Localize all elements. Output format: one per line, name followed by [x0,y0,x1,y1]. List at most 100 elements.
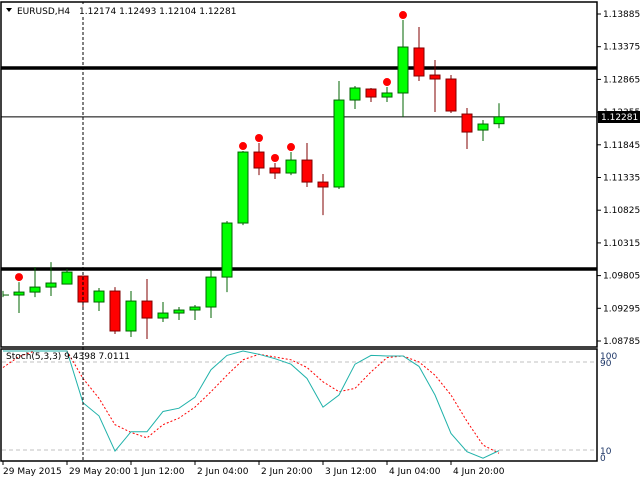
stochastic-level-label: 90 [600,359,612,369]
candle-body [61,271,73,285]
fractal-marker [383,78,391,87]
candle-body [365,88,377,98]
candle [381,78,393,103]
fractal-marker [239,142,247,151]
candle-body [413,47,425,77]
candle [413,27,425,82]
time-tick-label: 3 Jun 12:00 [325,467,377,477]
candle [429,60,441,113]
candle-body [333,99,345,188]
candle [301,143,313,187]
price-tick-label: 1.11335 [603,174,640,184]
price-tick-label: 1.10825 [603,206,640,216]
candle [237,142,249,226]
chart-header: EURUSD,H4 1.12174 1.12493 1.12104 1.1228… [3,4,236,17]
candle [445,75,457,113]
price-tick-label: 1.10315 [603,239,640,249]
candle-body [173,309,185,314]
candle [45,262,57,297]
candle-body [157,312,169,319]
candle [269,154,281,180]
candle-body [221,222,233,278]
candle-body [461,113,473,133]
fractal-marker [271,154,279,163]
candle-body [253,151,265,169]
candle [173,307,185,321]
stochastic-level-label: 0 [600,454,606,464]
time-tick-label: 29 May 20:00 [69,467,131,477]
candle-body [429,74,441,80]
candle [317,174,329,216]
time-tick-label: 1 Jun 12:00 [133,467,185,477]
candle-body [381,92,393,98]
candle-body [445,78,457,112]
candle-body [125,300,137,332]
candle [189,305,201,321]
fractal-marker [287,143,295,152]
symbol-label: EURUSD,H4 [17,7,70,17]
candle-body [189,306,201,311]
candle [125,291,137,338]
price-tick-label: 1.08785 [603,337,640,347]
stochastic-main-line [3,350,500,459]
candle [109,287,121,335]
candle-body [269,167,281,174]
candle [2,290,9,298]
candle-body [29,286,41,293]
indicator-pane-frame [0,348,598,462]
candle-body [349,87,361,101]
candle [13,273,25,314]
candle-body [205,276,217,308]
time-tick-label: 2 Jun 04:00 [197,467,249,477]
candle [285,143,297,176]
candle-body [397,46,409,94]
stochastic-signal-line [2,350,500,454]
candle [141,279,153,340]
time-tick-label: 4 Jun 20:00 [453,467,505,477]
price-tick-label: 1.11845 [603,141,640,151]
current-price-tag: 1.12281 [598,111,640,123]
time-tick-label: 29 May 2015 [3,467,62,477]
price-tick-label: 1.13885 [603,10,640,20]
price-tick-label: 1.09805 [603,272,640,282]
stochastic-level-label: 100 [600,352,617,362]
candle-body [477,123,489,131]
candle-body [317,181,329,188]
candle-body [237,151,249,224]
price-tick-label: 1.13375 [603,43,640,53]
stochastic-level-label: 10 [600,447,612,457]
current-price-label: 1.12281 [601,113,638,123]
candle-body [13,291,25,296]
ohlc-readout: 1.12174 1.12493 1.12104 1.12281 [79,7,236,17]
fractal-marker [255,134,263,143]
candle [349,86,361,110]
candle-body [493,116,505,125]
candle [61,269,73,285]
candle-body [93,290,105,303]
candle [477,120,489,142]
candle [93,288,105,311]
candle [397,11,409,118]
candle [253,134,265,176]
triangle-down-icon[interactable] [6,8,12,12]
candle [333,81,345,190]
candle [205,270,217,319]
candle-body [45,282,57,288]
candle-body [301,159,313,183]
candle-body [285,159,297,174]
candle-body [141,300,153,319]
candle [157,302,169,323]
time-tick-label: 2 Jun 20:00 [261,467,313,477]
candle [493,103,505,129]
time-tick-label: 4 Jun 04:00 [389,467,441,477]
price-tick-label: 1.12865 [603,75,640,85]
candle [461,107,473,150]
stochastic-label: Stoch(5,3,3) 9.4398 7.0111 [6,352,130,362]
fractal-marker [399,11,407,20]
candle [221,220,233,293]
fractal-marker [15,273,23,282]
candle-body [109,290,121,332]
price-tick-label: 1.09295 [603,304,640,314]
candle [365,87,377,103]
